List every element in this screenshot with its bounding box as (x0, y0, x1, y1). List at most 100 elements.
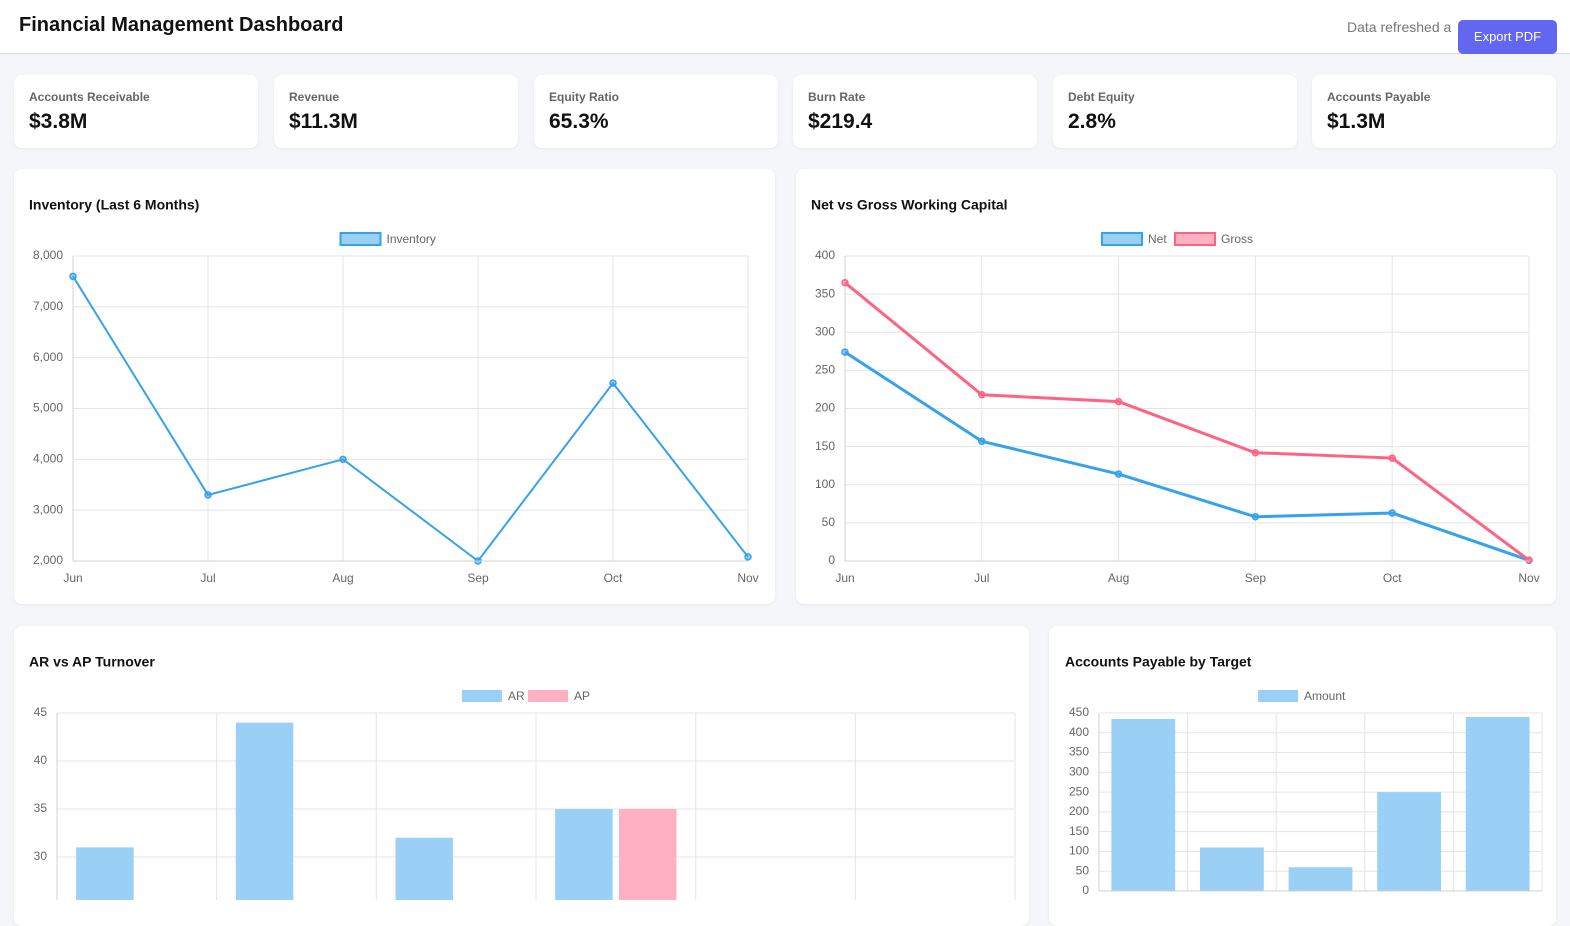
legend-label: Amount (1304, 689, 1346, 703)
data-point (609, 379, 617, 387)
x-tick-label: Sep (1245, 571, 1267, 585)
y-tick-label: 50 (822, 515, 836, 529)
y-tick-label: 35 (34, 801, 48, 815)
chart-title: Net vs Gross Working Capital (811, 197, 1008, 213)
legend-label: AP (574, 689, 590, 703)
y-tick-label: 200 (815, 401, 835, 415)
y-tick-label: 300 (815, 324, 835, 338)
bar (1288, 867, 1353, 891)
kpi-value: $219.4 (808, 110, 873, 133)
series-line (72, 275, 749, 563)
bar (619, 809, 677, 900)
y-tick-label: 400 (815, 248, 835, 262)
y-tick-label: 350 (815, 286, 835, 300)
data-point (1251, 448, 1260, 457)
y-tick-label: 40 (34, 753, 48, 767)
x-tick-label: Oct (604, 571, 623, 585)
legend-swatch (462, 690, 502, 702)
chart-title: Accounts Payable by Target (1065, 654, 1252, 670)
kpi-card: Equity Ratio 65.3% (534, 75, 778, 148)
bar (555, 809, 613, 900)
y-tick-label: 450 (1069, 705, 1089, 719)
y-tick-label: 2,000 (33, 553, 63, 567)
y-tick-label: 5,000 (33, 401, 63, 415)
bar (1111, 718, 1176, 891)
kpi-value: 2.8% (1068, 110, 1116, 133)
legend-swatch (1101, 232, 1143, 246)
export-button[interactable]: Export PDF (1458, 20, 1557, 54)
data-point (978, 437, 986, 446)
y-tick-label: 100 (1069, 844, 1089, 858)
bar (76, 847, 134, 900)
legend-label: AR (508, 689, 525, 703)
data-point (1114, 470, 1123, 478)
x-tick-label: Jul (974, 571, 989, 585)
x-tick-label: Jun (63, 571, 82, 585)
kpi-card: Debt Equity 2.8% (1053, 75, 1297, 148)
series-line (844, 350, 1530, 562)
legend-label: Inventory (387, 232, 436, 246)
chart-panel (14, 626, 1029, 926)
x-tick-label: Aug (332, 571, 353, 585)
kpi-value: 65.3% (549, 110, 609, 133)
refresh-status: Data refreshed a (1347, 19, 1452, 35)
data-point (978, 391, 986, 399)
bar (1377, 792, 1441, 891)
page-title: Financial Management Dashboard (19, 14, 344, 36)
legend-swatch (1258, 690, 1298, 702)
kpi-label: Revenue (289, 90, 340, 104)
legend-label: Net (1148, 232, 1167, 246)
x-tick-label: Aug (1108, 571, 1129, 585)
kpi-label: Accounts Payable (1327, 90, 1431, 104)
legend-swatch (339, 232, 382, 246)
kpi-card: Accounts Payable $1.3M (1312, 75, 1556, 148)
data-point (1251, 513, 1260, 521)
data-point (69, 272, 77, 281)
charts: Inventory (Last 6 Months) Inventory 2,000 3… (29, 197, 1543, 900)
legend-swatch (1174, 232, 1216, 246)
kpi-label: Accounts Receivable (29, 90, 150, 104)
data-point (1388, 509, 1396, 517)
y-tick-label: 8,000 (33, 248, 63, 262)
header: Financial Management Dashboard Data refr… (0, 0, 1570, 54)
x-tick-label: Jul (200, 571, 215, 585)
data-point (841, 348, 849, 356)
data-point (204, 491, 212, 499)
kpi-card: Accounts Receivable $3.8M (14, 75, 258, 148)
y-tick-label: 45 (34, 705, 48, 719)
data-point (1525, 556, 1533, 564)
series-line (844, 281, 1530, 562)
bar (235, 722, 294, 900)
y-tick-label: 250 (815, 363, 835, 377)
kpi-label: Equity Ratio (549, 90, 620, 104)
y-tick-label: 4,000 (33, 452, 63, 466)
legend-swatch (528, 690, 568, 702)
x-tick-label: Sep (467, 571, 489, 585)
y-tick-label: 0 (1082, 883, 1089, 897)
bar (395, 837, 453, 900)
chart-title: Inventory (Last 6 Months) (29, 197, 199, 213)
x-tick-label: Nov (1518, 571, 1539, 585)
data-point (1388, 454, 1396, 462)
kpi-value: $11.3M (289, 110, 358, 133)
kpi-value: $1.3M (1327, 110, 1386, 133)
y-tick-label: 0 (828, 553, 835, 567)
bar (1465, 716, 1530, 891)
bar (1200, 847, 1264, 891)
kpi-label: Burn Rate (808, 90, 866, 104)
legend-label: Gross (1221, 232, 1253, 246)
data-point (1114, 397, 1123, 406)
y-tick-label: 300 (1069, 765, 1089, 779)
kpi-card: Revenue $11.3M (274, 75, 518, 148)
kpi-card: Burn Rate $219.4 (793, 75, 1037, 148)
y-tick-label: 30 (34, 849, 48, 863)
data-point (744, 553, 752, 561)
x-tick-label: Oct (1383, 571, 1402, 585)
y-tick-label: 3,000 (33, 502, 63, 516)
y-tick-label: 50 (1076, 863, 1090, 877)
data-point (841, 278, 849, 287)
y-tick-label: 250 (1069, 784, 1089, 798)
y-tick-label: 7,000 (33, 299, 63, 313)
y-tick-label: 350 (1069, 745, 1089, 759)
